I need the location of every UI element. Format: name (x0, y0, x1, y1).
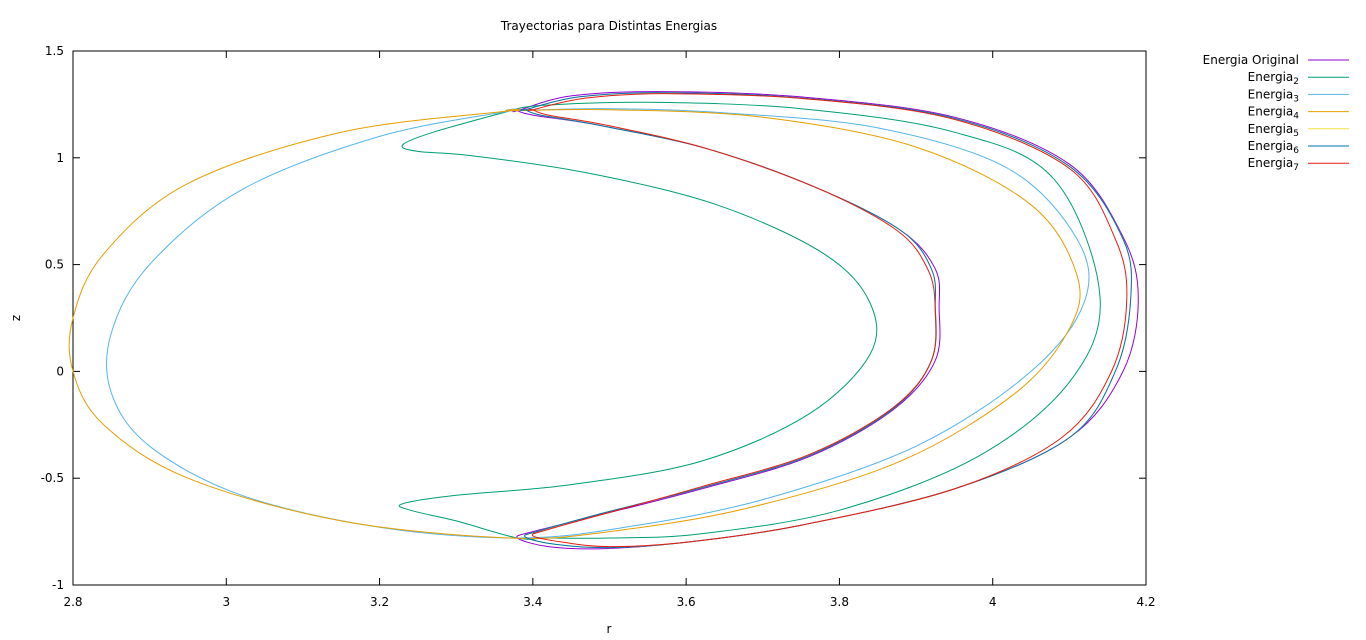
x-tick-label: 4 (989, 595, 997, 609)
legend-label: Energia2 (1248, 70, 1299, 87)
y-tick-label: 0.5 (45, 258, 64, 272)
y-tick-label: -0.5 (41, 471, 64, 485)
legend-item: Energia2 (1248, 70, 1349, 87)
series-line-3 (106, 108, 1090, 539)
legend-label-subscript: 6 (1293, 146, 1299, 156)
y-tick-label: 0 (56, 364, 64, 378)
legend-label: Energia5 (1248, 122, 1299, 139)
legend: Energia OriginalEnergia2Energia3Energia4… (1203, 53, 1349, 173)
x-axis-tick-labels: 2.8 3 3.2 3.4 3.6 3.8 4 4.2 (63, 595, 1155, 609)
legend-label-text: Energia (1248, 87, 1294, 101)
chart-title: Trayectorias para Distintas Energias (500, 19, 717, 33)
legend-label-text: Energia (1248, 156, 1294, 170)
legend-label-subscript: 3 (1293, 94, 1299, 104)
x-axis-label: r (607, 622, 612, 636)
y-axis-tick-labels: 1.5 1 0.5 0 -0.5 -1 (41, 44, 64, 592)
legend-label-text: Energia (1248, 70, 1294, 84)
x-tick-label: 2.8 (63, 595, 82, 609)
series-line-6 (520, 92, 1132, 549)
x-tick-label: 3.4 (523, 595, 542, 609)
legend-label: Energia Original (1203, 53, 1299, 67)
y-tick-label: 1.5 (45, 44, 64, 58)
legend-label: Energia3 (1248, 87, 1299, 104)
y-tick-label: 1 (56, 151, 64, 165)
legend-label-subscript: 5 (1293, 129, 1299, 139)
series-line-7 (527, 93, 1128, 548)
legend-label-subscript: 4 (1293, 112, 1299, 122)
series-lines (68, 91, 1139, 550)
legend-item: Energia Original (1203, 53, 1349, 67)
x-tick-label: 3 (222, 595, 230, 609)
x-tick-label: 4.2 (1136, 595, 1155, 609)
x-tick-label: 3.6 (677, 595, 696, 609)
legend-label-text: Energia (1248, 139, 1294, 153)
legend-item: Energia5 (1248, 122, 1349, 139)
legend-item: Energia3 (1248, 87, 1349, 104)
legend-label: Energia6 (1248, 139, 1300, 156)
legend-item: Energia7 (1248, 156, 1349, 173)
legend-label-subscript: 2 (1293, 77, 1299, 87)
series-line-2 (398, 101, 1101, 540)
y-tick-label: -1 (52, 578, 64, 592)
legend-item: Energia6 (1248, 139, 1349, 156)
axis-ticks (72, 50, 1147, 586)
legend-label-text: Energia (1248, 122, 1294, 136)
x-tick-label: 3.2 (370, 595, 389, 609)
legend-label: Energia4 (1248, 105, 1300, 122)
legend-label-subscript: 7 (1293, 163, 1299, 173)
series-line-4 (68, 108, 1081, 540)
legend-label-text: Energia Original (1203, 53, 1299, 67)
x-tick-label: 3.8 (830, 595, 849, 609)
legend-label: Energia7 (1248, 156, 1299, 173)
legend-label-text: Energia (1248, 105, 1294, 119)
plot-frame (72, 50, 1147, 586)
y-axis-label: z (9, 315, 23, 321)
legend-item: Energia4 (1248, 105, 1349, 122)
series-line-5 (520, 92, 1132, 549)
